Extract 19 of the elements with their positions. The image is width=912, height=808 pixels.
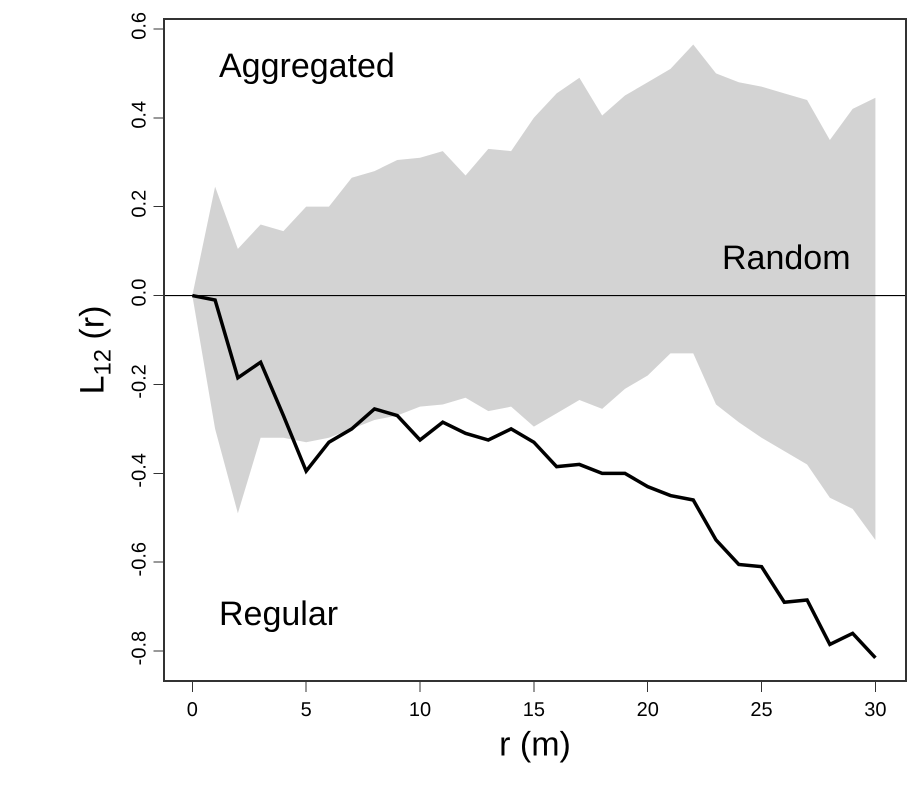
y-tick-label: 0.6	[128, 12, 150, 40]
annotation: Random	[722, 239, 851, 277]
y-tick-label: -0.8	[128, 630, 150, 666]
y-tick-label: 0.4	[128, 100, 150, 129]
y-tick-label: -0.2	[128, 364, 150, 399]
y-tick-label: 0.0	[128, 278, 150, 306]
x-axis-title: r (m)	[499, 726, 571, 764]
x-tick-label: 10	[408, 698, 432, 721]
y-tick-label: 0.2	[128, 190, 150, 218]
y-tick-label: -0.4	[128, 453, 150, 488]
x-tick-label: 15	[522, 698, 545, 721]
x-tick-label: 30	[864, 698, 887, 721]
y-tick-label: -0.6	[128, 542, 150, 576]
annotation: Aggregated	[219, 47, 395, 85]
x-tick-label: 5	[300, 698, 312, 721]
x-tick-label: 20	[636, 698, 659, 721]
annotation: Regular	[219, 595, 338, 633]
x-tick-label: 0	[186, 698, 198, 721]
x-tick-label: 25	[750, 698, 773, 721]
